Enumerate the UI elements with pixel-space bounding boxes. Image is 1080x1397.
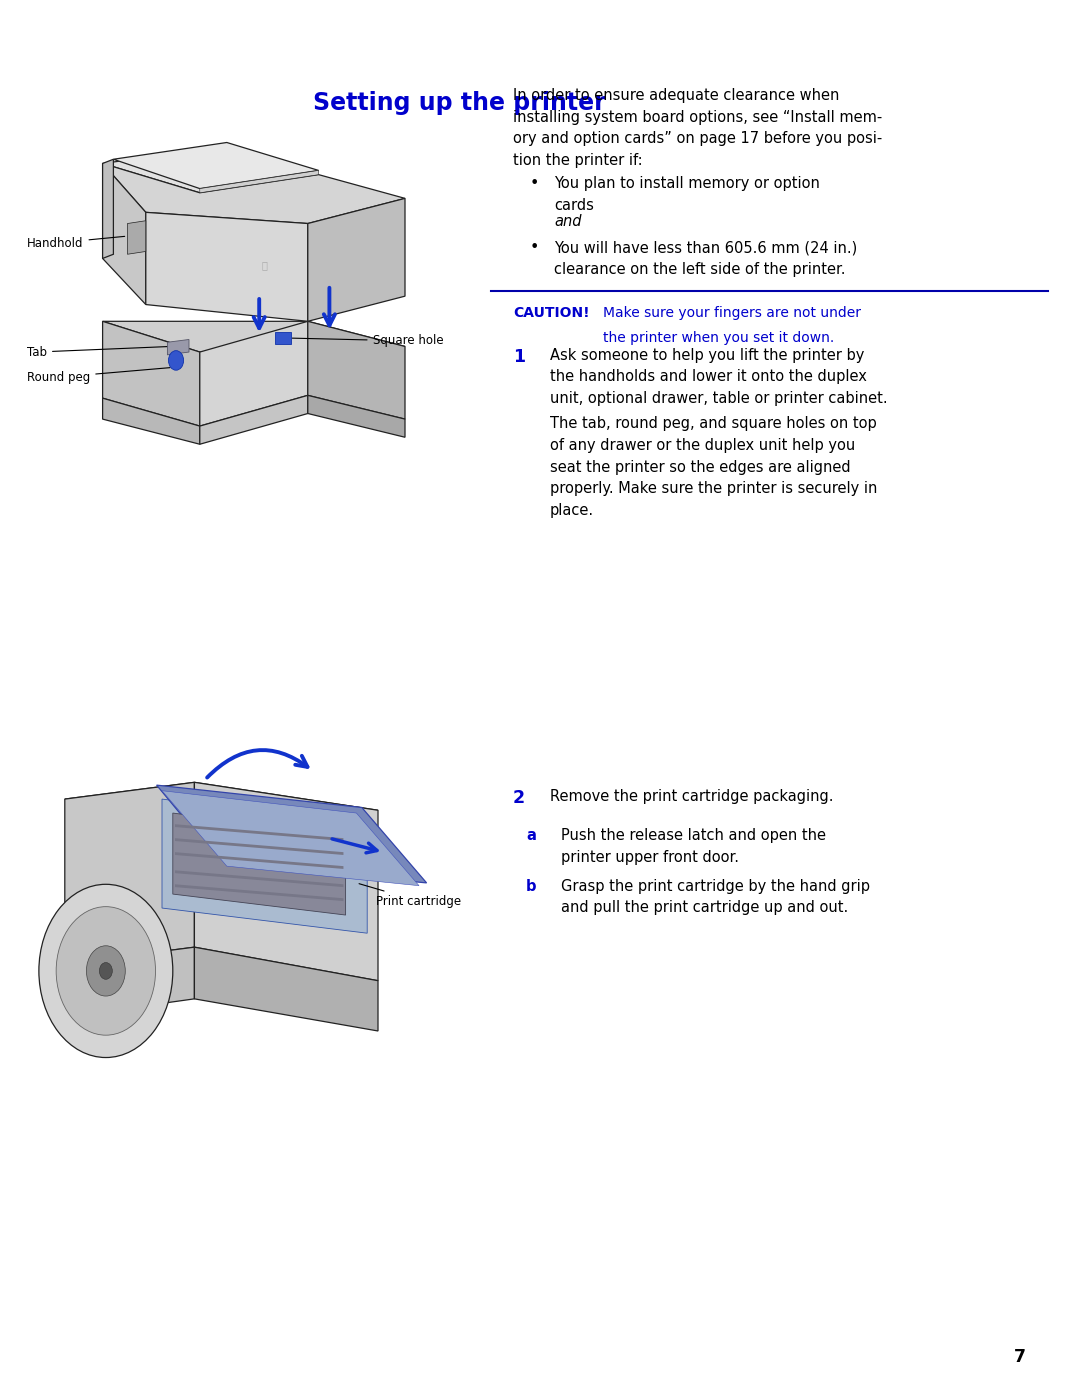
Polygon shape bbox=[103, 163, 146, 305]
Text: Remove the print cartridge packaging.: Remove the print cartridge packaging. bbox=[550, 789, 834, 805]
Text: Tab: Tab bbox=[27, 345, 167, 359]
Polygon shape bbox=[194, 782, 378, 981]
Text: CAUTION!: CAUTION! bbox=[513, 306, 590, 320]
Polygon shape bbox=[162, 791, 419, 886]
Polygon shape bbox=[308, 321, 405, 419]
Text: In order to ensure adequate clearance when
installing system board options, see : In order to ensure adequate clearance wh… bbox=[513, 88, 882, 168]
Circle shape bbox=[86, 946, 125, 996]
Polygon shape bbox=[173, 813, 346, 915]
Text: the printer when you set it down.: the printer when you set it down. bbox=[603, 331, 834, 345]
Polygon shape bbox=[200, 321, 308, 426]
Text: Handhold: Handhold bbox=[27, 236, 124, 250]
Text: Setting up the printer: Setting up the printer bbox=[312, 91, 606, 115]
Polygon shape bbox=[200, 170, 319, 193]
Polygon shape bbox=[175, 824, 343, 841]
Polygon shape bbox=[200, 395, 308, 444]
Text: You plan to install memory or option
cards: You plan to install memory or option car… bbox=[554, 176, 820, 212]
Text: Grasp the print cartridge by the hand grip
and pull the print cartridge up and o: Grasp the print cartridge by the hand gr… bbox=[561, 879, 869, 915]
Polygon shape bbox=[65, 782, 194, 964]
Polygon shape bbox=[103, 163, 405, 224]
Text: Push the release latch and open the
printer upper front door.: Push the release latch and open the prin… bbox=[561, 828, 825, 865]
Text: Print cartridge: Print cartridge bbox=[359, 884, 461, 908]
Text: •: • bbox=[529, 176, 539, 191]
Polygon shape bbox=[127, 221, 146, 254]
Polygon shape bbox=[103, 321, 200, 426]
Text: ⎙: ⎙ bbox=[261, 260, 268, 270]
Text: Make sure your fingers are not under: Make sure your fingers are not under bbox=[603, 306, 861, 320]
Text: •: • bbox=[529, 240, 539, 256]
Text: Square hole: Square hole bbox=[293, 334, 443, 348]
Text: The tab, round peg, and square holes on top
of any drawer or the duplex unit hel: The tab, round peg, and square holes on … bbox=[550, 416, 877, 518]
Polygon shape bbox=[65, 947, 194, 1017]
Text: 1: 1 bbox=[513, 348, 525, 366]
Polygon shape bbox=[175, 838, 343, 855]
Polygon shape bbox=[65, 782, 378, 827]
Circle shape bbox=[99, 963, 112, 979]
Polygon shape bbox=[103, 321, 405, 352]
Text: 7: 7 bbox=[1014, 1348, 1026, 1366]
Text: Ask someone to help you lift the printer by
the handholds and lower it onto the : Ask someone to help you lift the printer… bbox=[550, 348, 888, 407]
Text: b: b bbox=[526, 879, 537, 894]
Polygon shape bbox=[157, 785, 427, 883]
Circle shape bbox=[168, 351, 184, 370]
Polygon shape bbox=[175, 884, 343, 901]
Polygon shape bbox=[167, 339, 189, 355]
Text: a: a bbox=[526, 828, 536, 844]
Text: You will have less than 605.6 mm (24 in.)
clearance on the left side of the prin: You will have less than 605.6 mm (24 in.… bbox=[554, 240, 858, 277]
FancyBboxPatch shape bbox=[275, 332, 291, 344]
Text: and: and bbox=[554, 214, 581, 229]
Polygon shape bbox=[308, 198, 405, 321]
Polygon shape bbox=[103, 147, 319, 193]
Polygon shape bbox=[194, 947, 378, 1031]
Polygon shape bbox=[103, 398, 200, 444]
Polygon shape bbox=[175, 870, 343, 887]
Circle shape bbox=[56, 907, 156, 1035]
Polygon shape bbox=[146, 212, 308, 321]
Polygon shape bbox=[308, 395, 405, 437]
Text: Round peg: Round peg bbox=[27, 367, 170, 384]
Circle shape bbox=[39, 884, 173, 1058]
Polygon shape bbox=[162, 799, 367, 933]
Text: 2: 2 bbox=[513, 789, 525, 807]
Polygon shape bbox=[103, 159, 113, 258]
Polygon shape bbox=[113, 142, 319, 189]
Polygon shape bbox=[175, 852, 343, 869]
